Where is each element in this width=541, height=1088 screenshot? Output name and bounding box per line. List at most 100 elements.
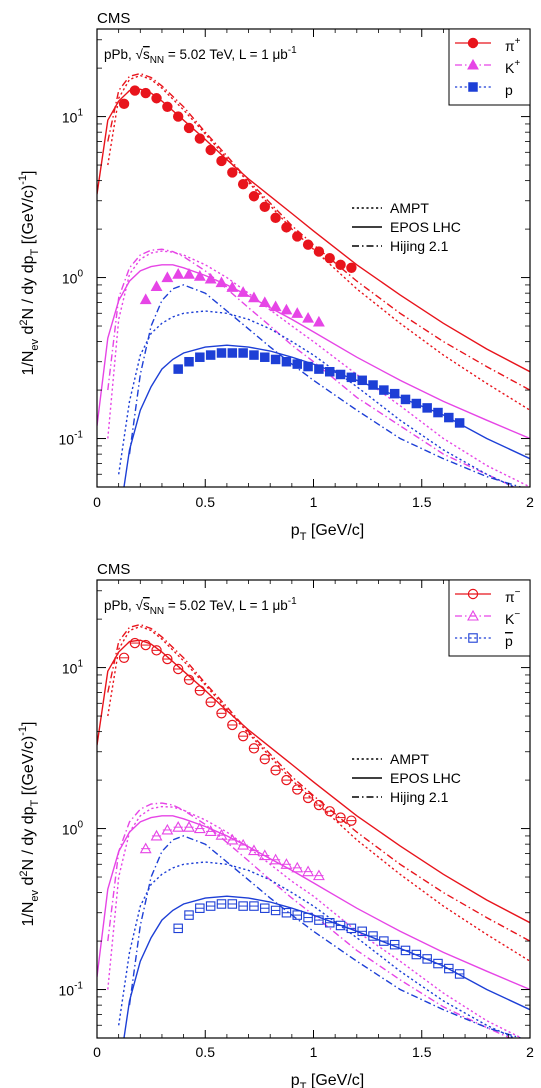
data-point-circle [302, 239, 314, 250]
x-tick-label: 0 [93, 494, 101, 510]
y-label-part: ] [20, 721, 37, 725]
model-legend-label: EPOS LHC [390, 770, 461, 786]
data-point-circle [227, 167, 238, 178]
data-point-triangle [183, 268, 195, 279]
legend-symbol: π [505, 38, 515, 54]
data-point-triangle [150, 280, 163, 292]
y-axis-label: 1/Nev d2N / dy dpT [(GeV/c)-1] [17, 170, 41, 375]
data-point-square [227, 348, 238, 358]
system-sub: NN [150, 55, 164, 66]
data-point-triangle [312, 315, 325, 327]
data-point-circle [313, 246, 325, 257]
legend-symbol: K [505, 611, 515, 627]
model-legend: AMPT EPOS LHC Hijing 2.1 [352, 751, 461, 805]
data-point-square [260, 352, 270, 362]
legend-marker-square [468, 82, 478, 92]
model-legend-label: AMPT [390, 200, 429, 216]
data-point-square [411, 398, 422, 409]
data-point-square [389, 388, 400, 399]
data-point-square [454, 418, 465, 428]
legend-box [448, 579, 531, 657]
legend-marker-circle [467, 588, 479, 600]
series-line-hijing-p [128, 284, 523, 487]
model-legend-label: Hijing 2.1 [390, 789, 449, 805]
system-sup: -1 [288, 45, 297, 56]
data-point-circle [194, 133, 206, 144]
data-point-triangle [139, 293, 152, 305]
data-point-square [249, 350, 259, 360]
system-sup: -1 [288, 596, 297, 607]
data-point-square [379, 385, 389, 395]
data-point-triangle [215, 276, 228, 288]
data-point-circle [324, 252, 335, 264]
y-tick-label: 10-1 [59, 430, 84, 448]
data-point-square [314, 364, 324, 374]
y-label-sub: T [29, 248, 41, 255]
data-point-square [281, 356, 292, 367]
y-tick-exponent: 1 [77, 108, 83, 119]
legend-label: K− [505, 609, 520, 627]
model-legend-label: AMPT [390, 751, 429, 767]
y-tick-base: 10 [59, 983, 75, 999]
data-point-square [303, 361, 313, 372]
x-label-unit: [GeV/c] [306, 1072, 364, 1088]
x-tick-label: 0.5 [196, 1044, 216, 1060]
y-tick-base: 10 [62, 661, 78, 677]
system-sqrt: √ [136, 47, 144, 62]
system-sqrt: √ [136, 598, 144, 613]
y-label-part: d [20, 326, 37, 339]
data-point-circle [118, 98, 130, 110]
x-tick-label: 1 [310, 1044, 318, 1060]
model-legend-label: Hijing 2.1 [390, 238, 449, 254]
experiment-label: CMS [97, 10, 130, 27]
data-point-circle [259, 201, 270, 213]
data-point-square [444, 412, 454, 423]
data-point-square [346, 372, 357, 383]
legend-marker-square [468, 633, 478, 643]
series-line-ampt-p [118, 310, 516, 487]
data-point-triangle [291, 307, 304, 318]
experiment-label: CMS [97, 561, 130, 578]
data-point-circle [248, 191, 260, 202]
y-label-sub: ev [29, 338, 41, 350]
y-label-part: d [20, 877, 37, 890]
y-label-part: 1/N [20, 902, 37, 927]
legend-charge: + [514, 58, 520, 69]
data-point-circle [151, 93, 162, 104]
data-point-square [324, 366, 335, 377]
x-tick-label: 0.5 [196, 494, 216, 510]
series-line-ampt- [107, 625, 530, 962]
data-point-square [335, 369, 346, 380]
series-line-hijing-p [128, 835, 523, 1038]
system-pre: pPb, [104, 47, 136, 62]
model-curves [97, 623, 530, 1038]
system-s: s [143, 598, 150, 613]
series-line-hijing-k [107, 248, 516, 487]
y-tick-base: 10 [62, 110, 78, 126]
data-points [118, 85, 465, 428]
data-point-square [195, 352, 205, 362]
legend-charge: − [515, 587, 521, 598]
system-sub: NN [150, 606, 164, 617]
legend-label: K+ [505, 58, 520, 76]
data-point-triangle [161, 271, 174, 283]
legend-box [448, 28, 531, 106]
series-line-epos- [97, 88, 530, 373]
data-point-square [184, 356, 194, 367]
y-label-sup: -1 [17, 726, 29, 736]
model-legend-label: EPOS LHC [390, 219, 461, 235]
data-point-circle [205, 144, 216, 156]
legend-marker-triangle [467, 609, 479, 621]
data-point-square [292, 359, 303, 369]
y-tick-label: 101 [62, 659, 84, 677]
data-point-triangle [204, 272, 217, 284]
y-tick-base: 10 [62, 822, 78, 838]
data-point-square [400, 394, 411, 405]
y-tick-label: 10-1 [59, 981, 84, 999]
data-point-square [357, 375, 367, 386]
x-label-main: p [291, 1072, 300, 1088]
y-tick-exponent: 1 [77, 659, 83, 670]
data-point-circle [292, 231, 303, 242]
